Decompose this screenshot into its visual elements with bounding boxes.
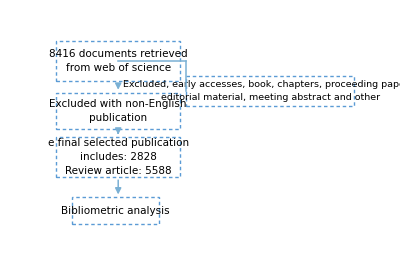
Text: e final selected publication
includes: 2828
Review article: 5588: e final selected publication includes: 2… xyxy=(48,138,189,176)
FancyBboxPatch shape xyxy=(56,92,180,129)
FancyBboxPatch shape xyxy=(56,138,180,177)
FancyBboxPatch shape xyxy=(186,76,354,106)
FancyBboxPatch shape xyxy=(56,41,180,81)
Text: Excluded, early accesses, book, chapters, proceeding papers,
editorial material,: Excluded, early accesses, book, chapters… xyxy=(123,80,400,102)
Text: Excluded with non-English
publication: Excluded with non-English publication xyxy=(50,99,187,123)
Text: Bibliometric analysis: Bibliometric analysis xyxy=(61,206,170,215)
FancyBboxPatch shape xyxy=(72,197,158,224)
Text: 8416 documents retrieved
from web of science: 8416 documents retrieved from web of sci… xyxy=(49,49,188,73)
